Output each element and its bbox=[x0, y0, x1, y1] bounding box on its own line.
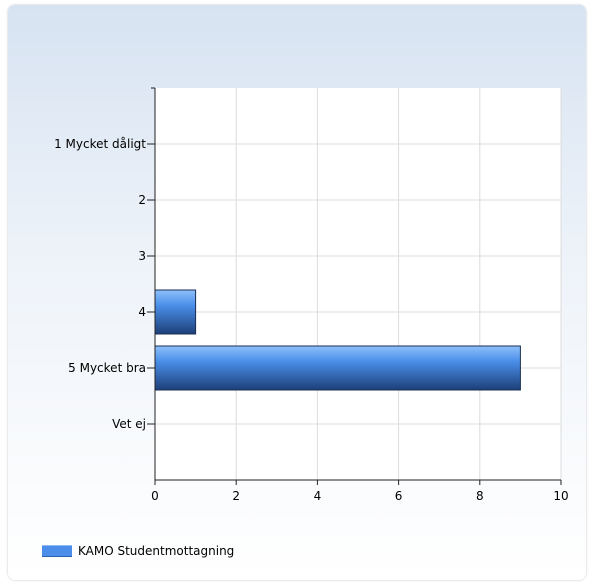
category-label: 5 Mycket bra bbox=[68, 361, 146, 375]
axes bbox=[147, 87, 562, 485]
bar bbox=[154, 345, 521, 391]
x-tick-label: 0 bbox=[151, 489, 159, 503]
legend: KAMO Studentmottagning bbox=[42, 544, 234, 558]
x-tick-label: 8 bbox=[476, 489, 484, 503]
legend-swatch bbox=[42, 545, 72, 557]
category-label: 2 bbox=[138, 193, 146, 207]
category-label: Vet ej bbox=[112, 417, 146, 431]
plot-area bbox=[155, 88, 561, 480]
x-tick-label: 6 bbox=[395, 489, 403, 503]
grid bbox=[154, 88, 562, 480]
category-label: 4 bbox=[138, 305, 146, 319]
category-label: 1 Mycket dåligt bbox=[54, 137, 146, 151]
x-tick-labels: 0 2 4 6 8 10 bbox=[151, 489, 568, 503]
x-tick-label: 10 bbox=[553, 489, 568, 503]
category-labels: 1 Mycket dåligt 2 3 4 5 Mycket bra Vet ej bbox=[54, 137, 146, 431]
x-tick-label: 4 bbox=[314, 489, 322, 503]
category-label: 3 bbox=[138, 249, 146, 263]
bar bbox=[154, 289, 197, 335]
x-tick-label: 2 bbox=[232, 489, 240, 503]
legend-label: KAMO Studentmottagning bbox=[78, 544, 235, 558]
bars bbox=[154, 289, 521, 391]
